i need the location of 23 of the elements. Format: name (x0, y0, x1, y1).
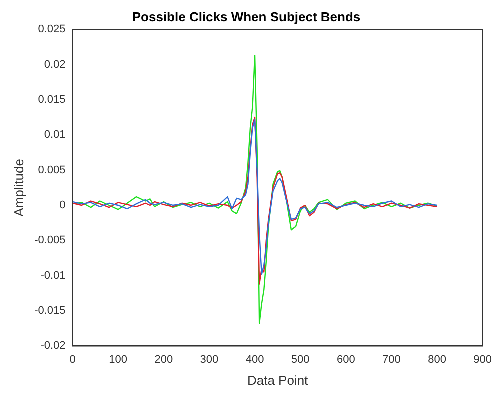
x-tick-label: 100 (109, 354, 128, 366)
x-axis-title: Data Point (247, 372, 309, 388)
y-tick-label: -0.015 (34, 305, 66, 318)
chart-title: Possible Clicks When Subject Bends (132, 9, 361, 24)
y-tick-label: 0.015 (38, 94, 66, 106)
y-tick-label: 0.01 (44, 129, 66, 142)
y-tick-label: 0 (60, 200, 66, 212)
x-tick-label: 900 (474, 354, 492, 366)
y-tick-label: 0.005 (38, 164, 66, 176)
y-tick-label: -0.02 (40, 340, 66, 352)
x-tick-label: 400 (246, 354, 264, 366)
x-tick-label: 0 (70, 354, 76, 366)
y-tick-label: 0.02 (44, 58, 66, 71)
x-tick-label: 800 (428, 354, 446, 366)
y-tick-label: -0.005 (34, 234, 66, 247)
x-tick-label: 500 (291, 354, 310, 366)
x-tick-label: 300 (200, 354, 219, 366)
x-tick-label: 600 (336, 354, 356, 366)
x-tick-label: 200 (154, 354, 174, 366)
y-tick-label: 0.025 (38, 24, 66, 36)
y-tick-label: -0.01 (40, 270, 66, 282)
y-axis-title: Amplitude (11, 158, 26, 217)
x-tick-label: 700 (382, 354, 401, 366)
